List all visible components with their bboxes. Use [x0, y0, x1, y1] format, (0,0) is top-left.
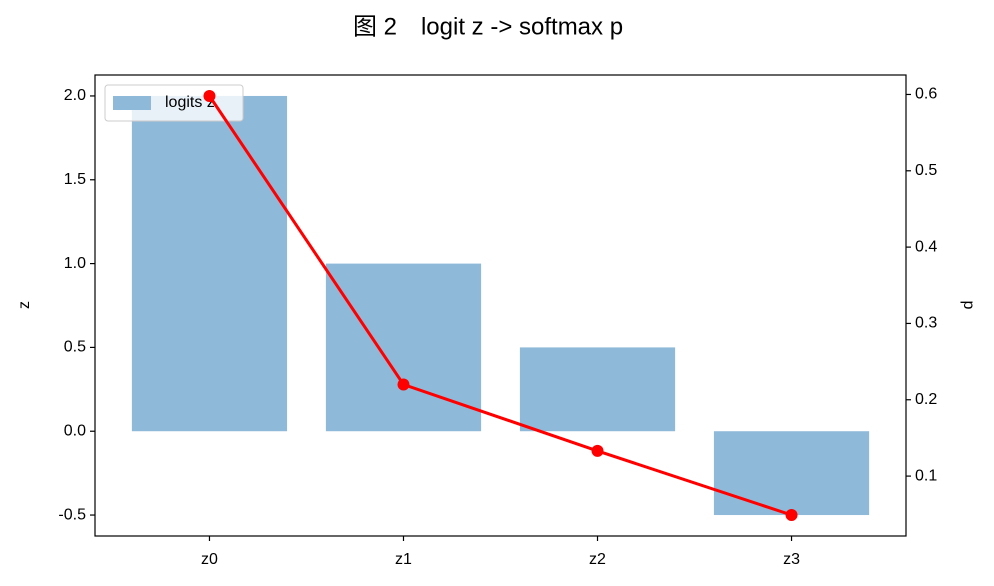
y2-tick-label: 0.5: [915, 162, 937, 179]
y-tick-label: 0.5: [64, 339, 86, 356]
y-tick-label: 2.0: [64, 87, 86, 104]
y-tick-label: 1.5: [64, 171, 86, 188]
y2-tick-label: 0.4: [915, 238, 937, 255]
x-tick-label: z1: [395, 551, 412, 568]
y2-axis-label: p: [960, 301, 977, 310]
y-tick-label: 0.0: [64, 422, 86, 439]
bar: [713, 431, 870, 516]
y-tick-label: 1.0: [64, 255, 86, 272]
legend-label: logits z: [165, 94, 215, 111]
point: [591, 444, 604, 457]
y-axis-label: z: [16, 301, 33, 309]
point: [397, 378, 410, 391]
y2-tick-label: 0.3: [915, 315, 937, 332]
bar: [131, 95, 288, 432]
point: [203, 89, 216, 102]
y-tick-label: -0.5: [58, 506, 86, 523]
legend-swatch: [113, 96, 151, 110]
line: [208, 95, 792, 517]
x-tick-label: z3: [783, 551, 800, 568]
x-tick-label: z0: [201, 551, 218, 568]
y2-tick-label: 0.1: [915, 467, 937, 484]
plot-frame: [94, 74, 907, 537]
bar: [325, 263, 482, 432]
x-tick-label: z2: [589, 551, 606, 568]
bar: [519, 347, 676, 432]
y2-tick-label: 0.2: [915, 391, 937, 408]
chart-title: 图 2 logit z -> softmax p: [353, 13, 623, 40]
point: [785, 509, 798, 522]
y2-tick-label: 0.6: [915, 86, 937, 103]
